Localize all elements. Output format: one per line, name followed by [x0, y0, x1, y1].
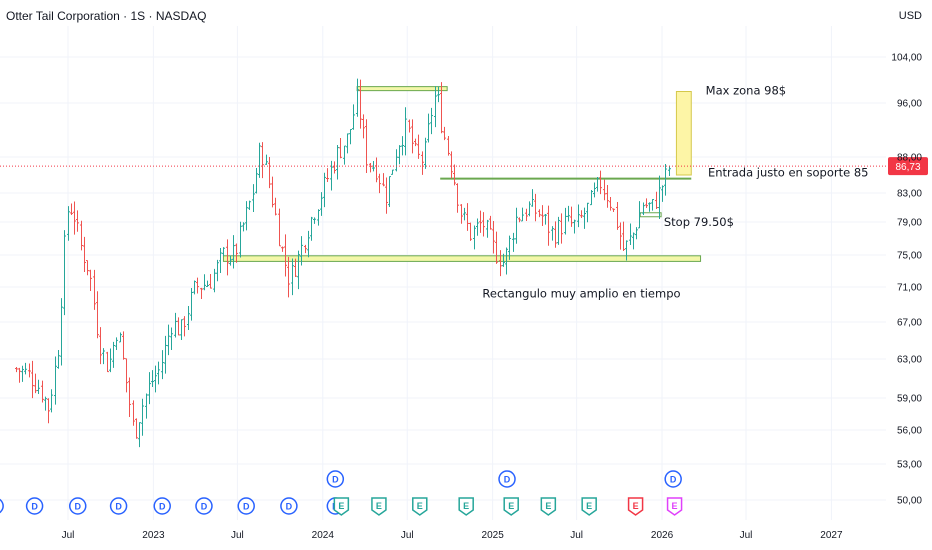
dividend-letter: D — [670, 475, 677, 485]
time-tick-label: 2025 — [482, 530, 505, 541]
time-tick-label: 2027 — [820, 530, 843, 541]
earnings-marker — [581, 497, 597, 516]
event-markers[interactable]: DDDDDDDDDDDDEEEEEEEEE — [0, 470, 683, 516]
dividend-letter: D — [74, 502, 81, 512]
time-axis[interactable]: Jul 2023 Jul 2024 Jul 2025 Jul 2026 Jul 2027 — [62, 530, 843, 541]
dividend-letter: D — [332, 475, 339, 485]
dividend-letter: D — [31, 502, 38, 512]
price-tick-label: 53,00 — [897, 460, 922, 471]
time-tick-label: Jul — [401, 530, 414, 541]
time-tick-label: 2024 — [312, 530, 335, 541]
grid-lines — [0, 26, 886, 520]
earnings-letter: E — [508, 501, 514, 511]
dividend-marker — [498, 470, 516, 488]
range-band — [356, 86, 448, 92]
current-price-value: 86,73 — [895, 162, 920, 173]
dividend-marker — [25, 497, 44, 515]
time-tick-label: 2023 — [142, 530, 165, 541]
earnings-marker — [458, 497, 474, 516]
dividend-marker — [664, 470, 682, 488]
price-tick-label: 63,00 — [897, 355, 922, 366]
earnings-letter: E — [586, 501, 592, 511]
earnings-marker — [627, 497, 644, 516]
earnings-letter: E — [633, 501, 639, 511]
chart-annotations[interactable]: Max zona 98$ Entrada justo en soporte 85 S… — [482, 83, 868, 300]
earnings-letter: E — [338, 501, 344, 511]
earnings-marker — [540, 497, 557, 516]
earnings-letter: E — [376, 501, 382, 511]
price-tick-label: 56,00 — [897, 426, 922, 437]
dividend-letter: D — [286, 502, 293, 512]
time-tick-label: 2026 — [651, 530, 674, 541]
dividend-letter: D — [243, 502, 250, 512]
dividend-marker — [280, 497, 298, 515]
dividend-marker — [326, 470, 345, 488]
chart-drawings[interactable] — [222, 86, 702, 262]
price-tick-label: 104,00 — [891, 53, 922, 64]
earnings-marker — [371, 497, 387, 516]
range-band — [222, 255, 702, 262]
price-tick-label: 50,00 — [897, 496, 922, 507]
symbol-title[interactable]: Otter Tail Corporation · 1S · NASDAQ — [6, 9, 207, 23]
dividend-letter: D — [159, 502, 166, 512]
current-price-tag — [888, 157, 928, 176]
dividend-letter: D — [201, 502, 208, 512]
time-tick-label: Jul — [740, 530, 753, 541]
earnings-letter: E — [545, 501, 551, 511]
earnings-marker — [412, 497, 428, 516]
chart-annotation: Stop 79.50$ — [664, 215, 734, 229]
earnings-letter: E — [672, 501, 678, 511]
time-tick-label: Jul — [570, 530, 583, 541]
dividend-marker — [0, 498, 4, 514]
price-tick-label: 59,00 — [897, 394, 922, 405]
price-tick-label: 83,00 — [897, 189, 922, 200]
price-tick-label: 75,00 — [897, 251, 922, 262]
time-tick-label: Jul — [231, 530, 244, 541]
earnings-marker — [666, 497, 683, 516]
chart-annotation: Rectangulo muy amplio en tiempo — [482, 287, 680, 301]
price-tick-label: 96,00 — [897, 99, 922, 110]
price-tick-label: 71,00 — [897, 283, 922, 294]
dividend-marker — [68, 497, 87, 515]
price-tick-label: 67,00 — [897, 318, 922, 329]
earnings-marker — [503, 497, 519, 516]
dividend-marker — [153, 497, 171, 515]
dividend-marker — [237, 497, 255, 515]
earnings-letter: E — [463, 501, 469, 511]
price-tick-label: 88,00 — [897, 153, 922, 164]
candlestick-series — [15, 78, 671, 448]
earnings-marker — [333, 497, 350, 516]
current-price-line: 86,73 — [0, 157, 928, 176]
dividend-marker — [195, 497, 213, 515]
target-zone-box — [675, 91, 692, 176]
dividend-marker — [109, 497, 128, 515]
currency-label[interactable]: USD — [898, 10, 922, 22]
time-tick-label: Jul — [62, 530, 75, 541]
earnings-letter: E — [417, 501, 423, 511]
range-band — [639, 212, 662, 218]
chart-annotation: Entrada justo en soporte 85 — [708, 165, 869, 179]
chart-annotation: Max zona 98$ — [706, 83, 786, 97]
dividend-letter: D — [115, 502, 122, 512]
price-axis[interactable]: 104,00 96,00 88,00 83,00 79,00 75,00 71,00 67,0… — [891, 53, 922, 507]
price-tick-label: 79,00 — [897, 218, 922, 229]
dividend-letter: D — [504, 475, 511, 485]
